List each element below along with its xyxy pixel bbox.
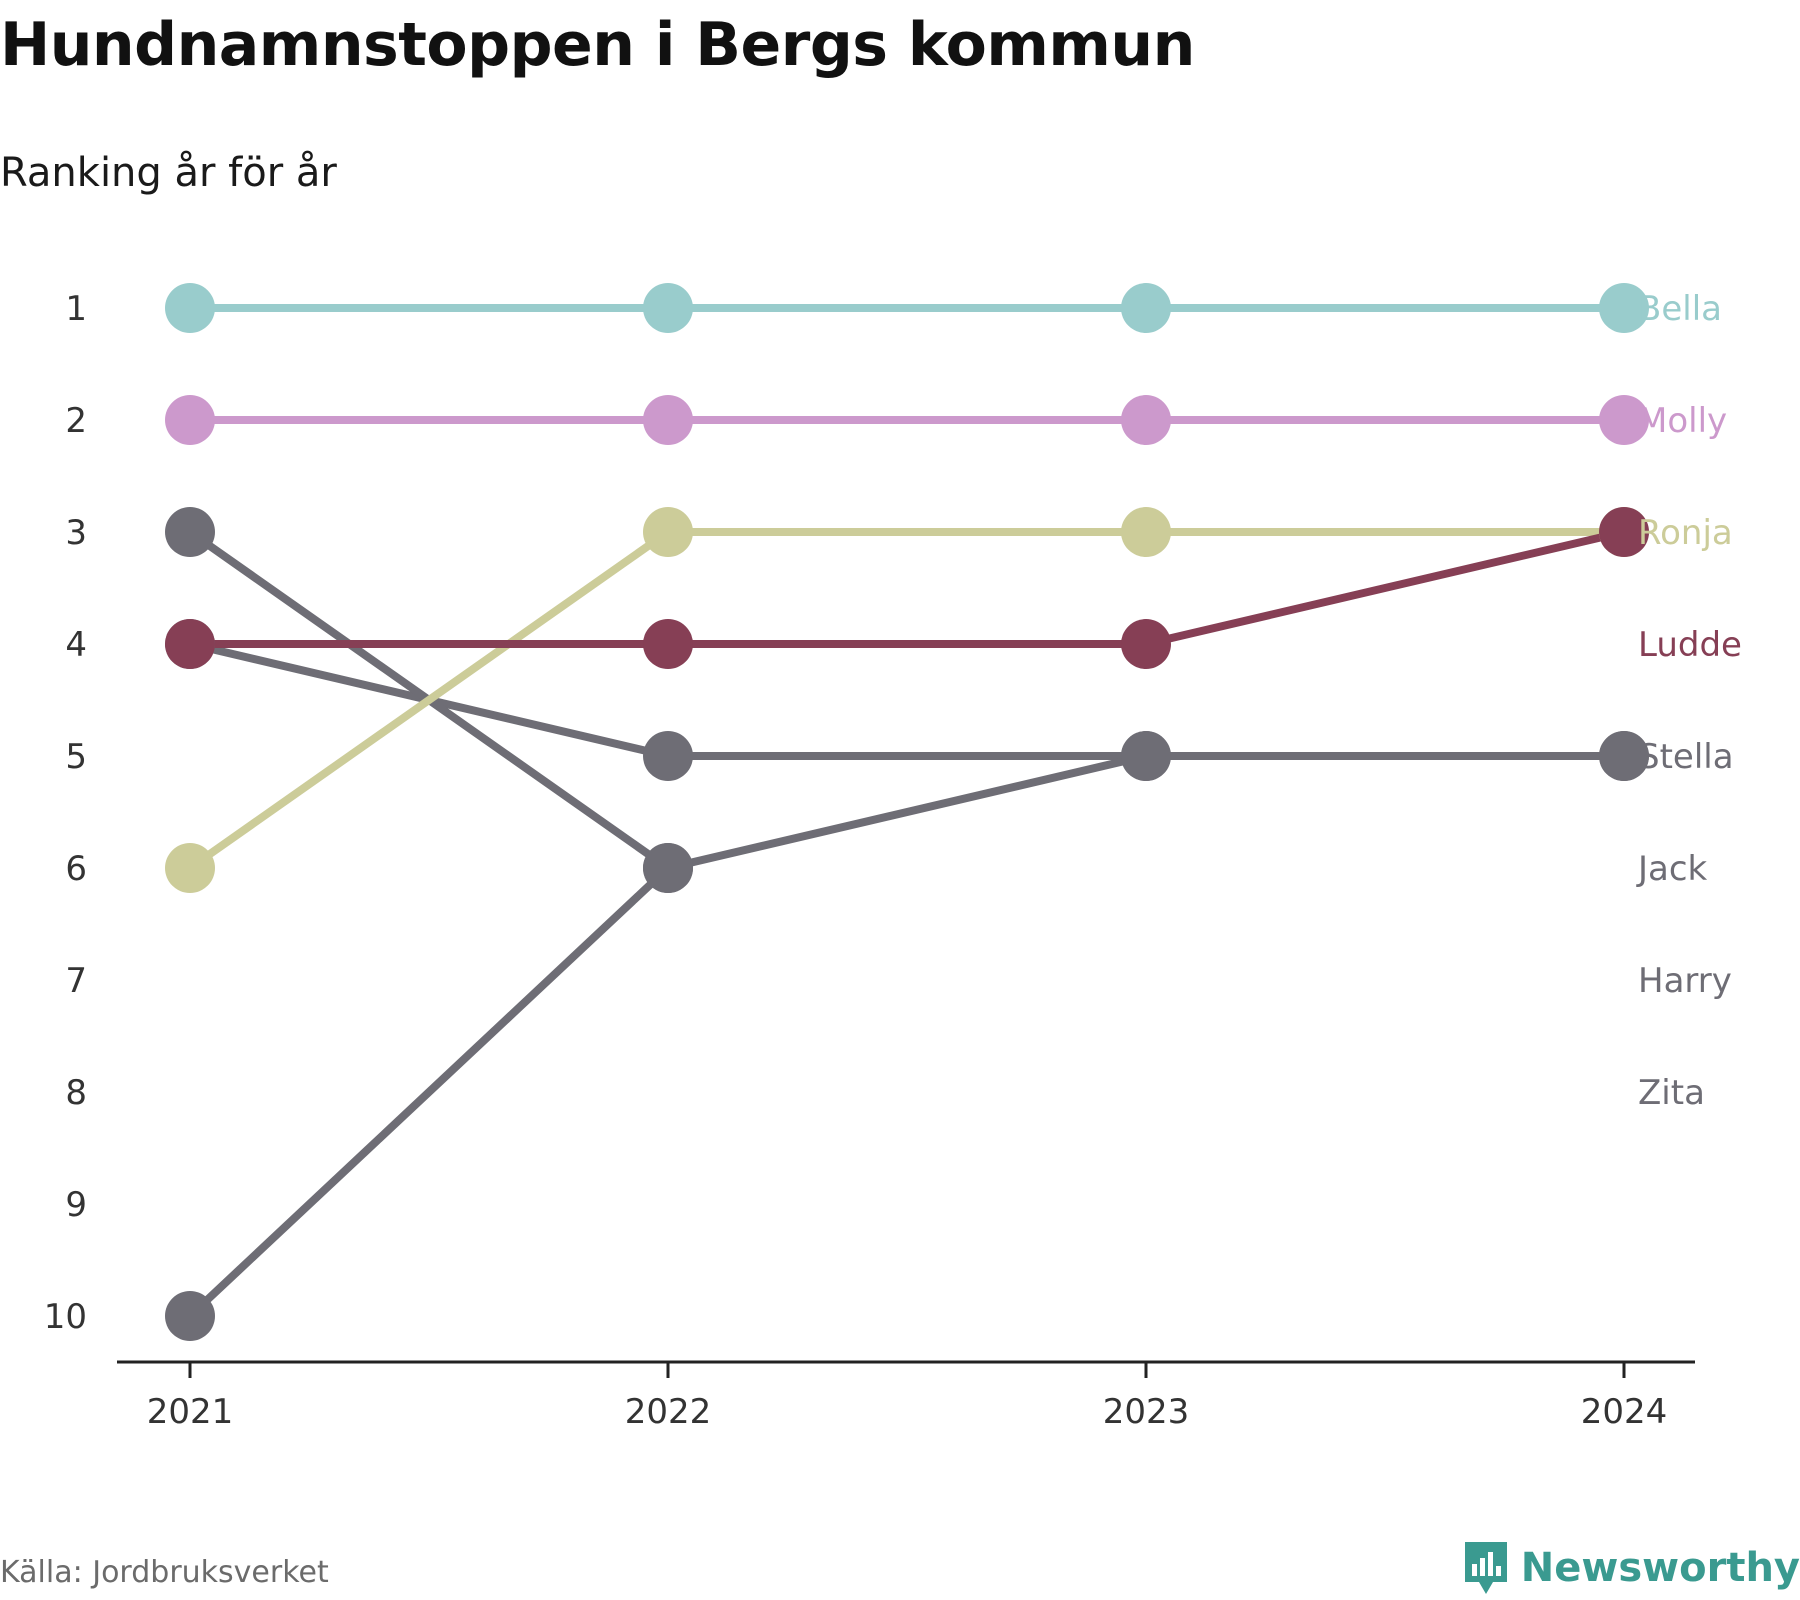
series-lines [186,304,1628,1320]
series-line-stella [186,640,1628,760]
x-tick-label: 2023 [1103,1392,1190,1432]
series-dot-ronja [165,843,215,893]
series-dot-molly [1121,395,1171,445]
x-tick-label: 2022 [625,1392,712,1432]
series-dot-jack [165,507,215,557]
series-label-zita: Zita [1638,1073,1705,1113]
chart-title: Hundnamnstoppen i Bergs kommun [0,10,1195,80]
series-line-ronja [186,528,1628,872]
series-dot-bella [1599,283,1649,333]
series-dot-bella [165,283,215,333]
series-dot-harry [1599,731,1649,781]
y-tick-label: 5 [65,737,87,777]
y-tick-label: 9 [65,1185,87,1225]
series-dot-ludde [643,619,693,669]
x-axis-ticks: 2021 2022 2023 2024 [147,1362,1668,1432]
series-label-stella: Stella [1638,737,1734,777]
source-note: Källa: Jordbruksverket [0,1555,329,1590]
newsworthy-logo-icon [1464,1542,1507,1594]
chart-subtitle: Ranking år för år [0,150,337,196]
series-dot-molly [165,395,215,445]
series-dot-harry [1121,731,1171,781]
series-dot-bella [1121,283,1171,333]
y-axis-ticks: 1 2 3 4 5 6 7 8 9 10 [44,289,87,1337]
series-dot-molly [643,395,693,445]
series-dot-ronja [643,507,693,557]
series-dot-molly [1599,395,1649,445]
brand-logo: Newsworthy [1461,1540,1800,1596]
series-label-harry: Harry [1638,961,1732,1001]
series-dots [165,283,1649,1341]
y-tick-label: 6 [65,849,87,889]
series-label-bella: Bella [1638,289,1722,329]
series-dot-bella [643,283,693,333]
series-label-ronja: Ronja [1638,513,1733,553]
y-tick-label: 3 [65,513,87,553]
series-dot-ronja [1121,507,1171,557]
x-tick-label: 2021 [147,1392,234,1432]
series-label-ludde: Ludde [1638,625,1742,665]
series-dot-harry [165,1291,215,1341]
brand-name: Newsworthy [1520,1545,1800,1591]
series-dot-ludde [1121,619,1171,669]
y-tick-label: 2 [65,401,87,441]
y-tick-label: 10 [44,1297,87,1337]
series-line-harry [186,752,1628,1320]
series-dot-ludde [165,619,215,669]
x-tick-label: 2024 [1581,1392,1668,1432]
y-tick-label: 8 [65,1073,87,1113]
y-tick-label: 1 [65,289,87,329]
series-line-ludde [186,528,1628,648]
series-dot-harry [643,843,693,893]
series-labels: Bella Molly Ronja Ludde Stella Jack Harry Zita [1636,289,1742,1113]
series-dot-ludde [1599,507,1649,557]
series-dot-stella [643,731,693,781]
y-tick-label: 7 [65,961,87,1001]
rank-chart: 1 2 3 4 5 6 7 8 9 10 2021 2022 2023 2024 Bella Molly R… [44,283,1742,1432]
y-tick-label: 4 [65,625,87,665]
series-label-jack: Jack [1636,849,1708,889]
series-label-molly: Molly [1638,401,1727,441]
